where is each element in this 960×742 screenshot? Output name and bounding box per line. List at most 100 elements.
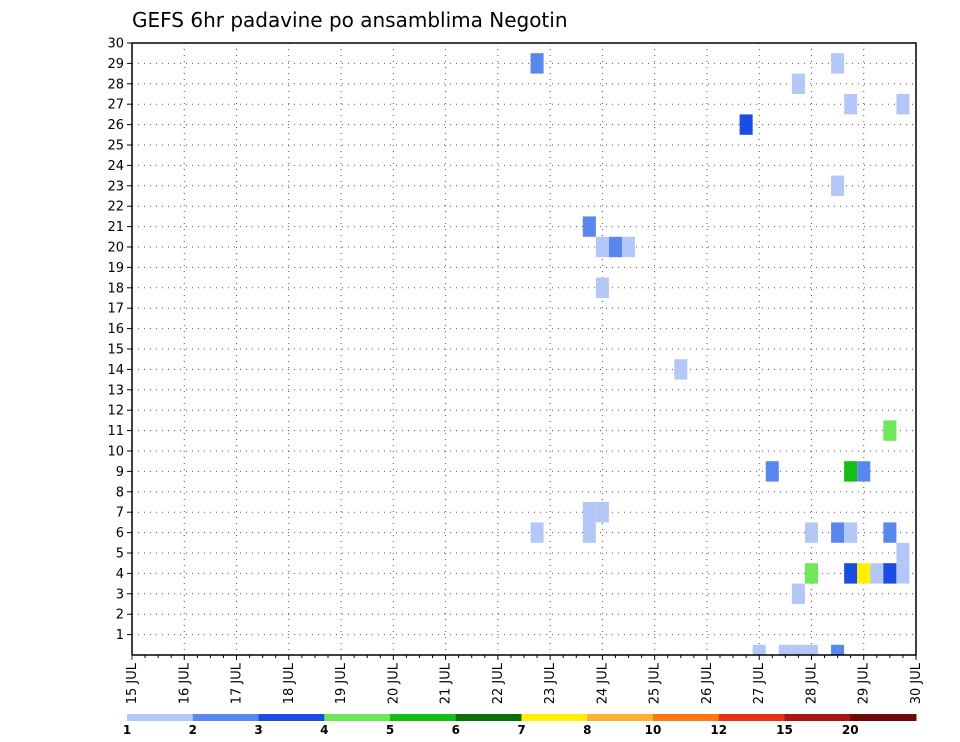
- legend-label: 15: [776, 723, 793, 737]
- heatmap-cell: [844, 563, 858, 584]
- y-tick-label: 19: [107, 261, 124, 276]
- x-tick-label: 15 JUL: [125, 662, 140, 704]
- heatmap-cell: [883, 563, 897, 584]
- heatmap-cell: [582, 502, 596, 523]
- y-tick-label: 16: [107, 322, 124, 337]
- x-tick-label: 26 JUL: [700, 662, 715, 704]
- x-axis: 15 JUL 16 JUL 17 JUL 18 JUL 19 JUL 20 JUL 21 J…: [125, 655, 924, 704]
- x-tick-label: 25 JUL: [648, 662, 663, 704]
- heatmap-cell: [883, 522, 897, 543]
- legend-swatch: [521, 714, 588, 721]
- y-tick-label: 13: [107, 383, 124, 398]
- x-tick-label: 16 JUL: [177, 662, 192, 704]
- y-tick-label: 22: [107, 200, 124, 215]
- legend-swatch: [127, 714, 194, 721]
- legend-swatch: [258, 714, 325, 721]
- grid-lines: [132, 43, 916, 655]
- legend-swatch: [455, 714, 522, 721]
- heatmap-cell: [804, 563, 818, 584]
- heatmap-cell: [857, 461, 871, 482]
- heatmap-cells: [530, 53, 910, 655]
- x-tick-label: 19 JUL: [334, 662, 349, 704]
- heatmap-cell: [778, 644, 792, 655]
- y-tick-label: 1: [116, 628, 124, 643]
- legend-label: 12: [710, 723, 727, 737]
- chart-title: GEFS 6hr padavine po ansamblima Negotin: [132, 8, 568, 32]
- legend-label: 10: [645, 723, 662, 737]
- y-tick-label: 3: [116, 587, 124, 602]
- x-tick-label: 24 JUL: [595, 662, 610, 704]
- heatmap-cell: [896, 94, 910, 115]
- y-tick-label: 26: [107, 118, 124, 133]
- x-tick-label: 29 JUL: [857, 662, 872, 704]
- legend-label: 1: [123, 723, 131, 737]
- heatmap-cell: [739, 114, 753, 135]
- y-tick-label: 18: [107, 281, 124, 296]
- x-tick-label: 22 JUL: [491, 662, 506, 704]
- heatmap-cell: [582, 522, 596, 543]
- heatmap-cell: [831, 522, 845, 543]
- y-tick-label: 24: [107, 159, 124, 174]
- legend-label: 5: [386, 723, 394, 737]
- heatmap-cell: [791, 583, 805, 604]
- legend-swatch: [192, 714, 259, 721]
- y-tick-label: 2: [116, 608, 124, 623]
- x-tick-label: 27 JUL: [752, 662, 767, 704]
- heatmap-cell: [622, 236, 636, 258]
- y-tick-label: 27: [107, 98, 124, 113]
- heatmap-cell: [595, 502, 609, 523]
- heatmap-cell: [844, 461, 858, 482]
- y-tick-label: 21: [107, 220, 124, 235]
- y-tick-label: 29: [107, 57, 124, 72]
- legend-label: 2: [189, 723, 197, 737]
- legend-label: 4: [320, 723, 328, 737]
- y-tick-label: 5: [116, 547, 124, 562]
- legend-label: 3: [254, 723, 262, 737]
- y-tick-label: 17: [107, 302, 124, 317]
- legend-swatch: [653, 714, 720, 721]
- heatmap-cell: [791, 73, 805, 94]
- heatmap-cell: [530, 522, 544, 543]
- heatmap-cell: [896, 563, 910, 584]
- legend-label: 8: [583, 723, 591, 737]
- x-tick-label: 23 JUL: [543, 662, 558, 704]
- y-tick-label: 4: [116, 567, 124, 582]
- heatmap-cell: [608, 236, 622, 258]
- heatmap-cell: [595, 236, 609, 258]
- heatmap-cell: [844, 94, 858, 115]
- legend-swatch: [850, 714, 917, 721]
- y-axis: 1234567891011121314151617181920212223242…: [107, 37, 132, 643]
- y-tick-label: 20: [107, 241, 124, 256]
- heatmap-cell: [582, 216, 596, 237]
- y-tick-label: 6: [116, 526, 124, 541]
- heatmap-cell: [752, 644, 766, 655]
- heatmap-cell: [530, 53, 544, 74]
- heatmap-cell: [791, 644, 805, 655]
- y-tick-label: 7: [116, 506, 124, 521]
- legend-swatch: [324, 714, 391, 721]
- y-tick-label: 28: [107, 77, 124, 92]
- y-tick-label: 10: [107, 445, 124, 460]
- legend-swatch: [718, 714, 785, 721]
- heatmap-cell: [857, 563, 871, 584]
- legend-swatch: [390, 714, 457, 721]
- y-tick-label: 23: [107, 179, 124, 194]
- legend-label: 7: [517, 723, 525, 737]
- heatmap-cell: [831, 53, 845, 74]
- heatmap-cell: [844, 522, 858, 543]
- y-tick-label: 8: [116, 485, 124, 500]
- x-tick-label: 20 JUL: [386, 662, 401, 704]
- legend-swatch: [784, 714, 851, 721]
- heatmap-cell: [804, 644, 818, 655]
- y-tick-label: 25: [107, 139, 124, 154]
- heatmap-cell: [765, 461, 779, 482]
- y-tick-label: 12: [107, 404, 124, 419]
- heatmap-cell: [870, 563, 884, 584]
- x-tick-label: 30 JUL: [909, 662, 924, 704]
- heatmap-cell: [896, 542, 910, 564]
- x-tick-label: 21 JUL: [439, 662, 454, 704]
- y-tick-label: 14: [107, 363, 124, 378]
- y-tick-label: 30: [107, 37, 124, 52]
- x-tick-label: 28 JUL: [804, 662, 819, 704]
